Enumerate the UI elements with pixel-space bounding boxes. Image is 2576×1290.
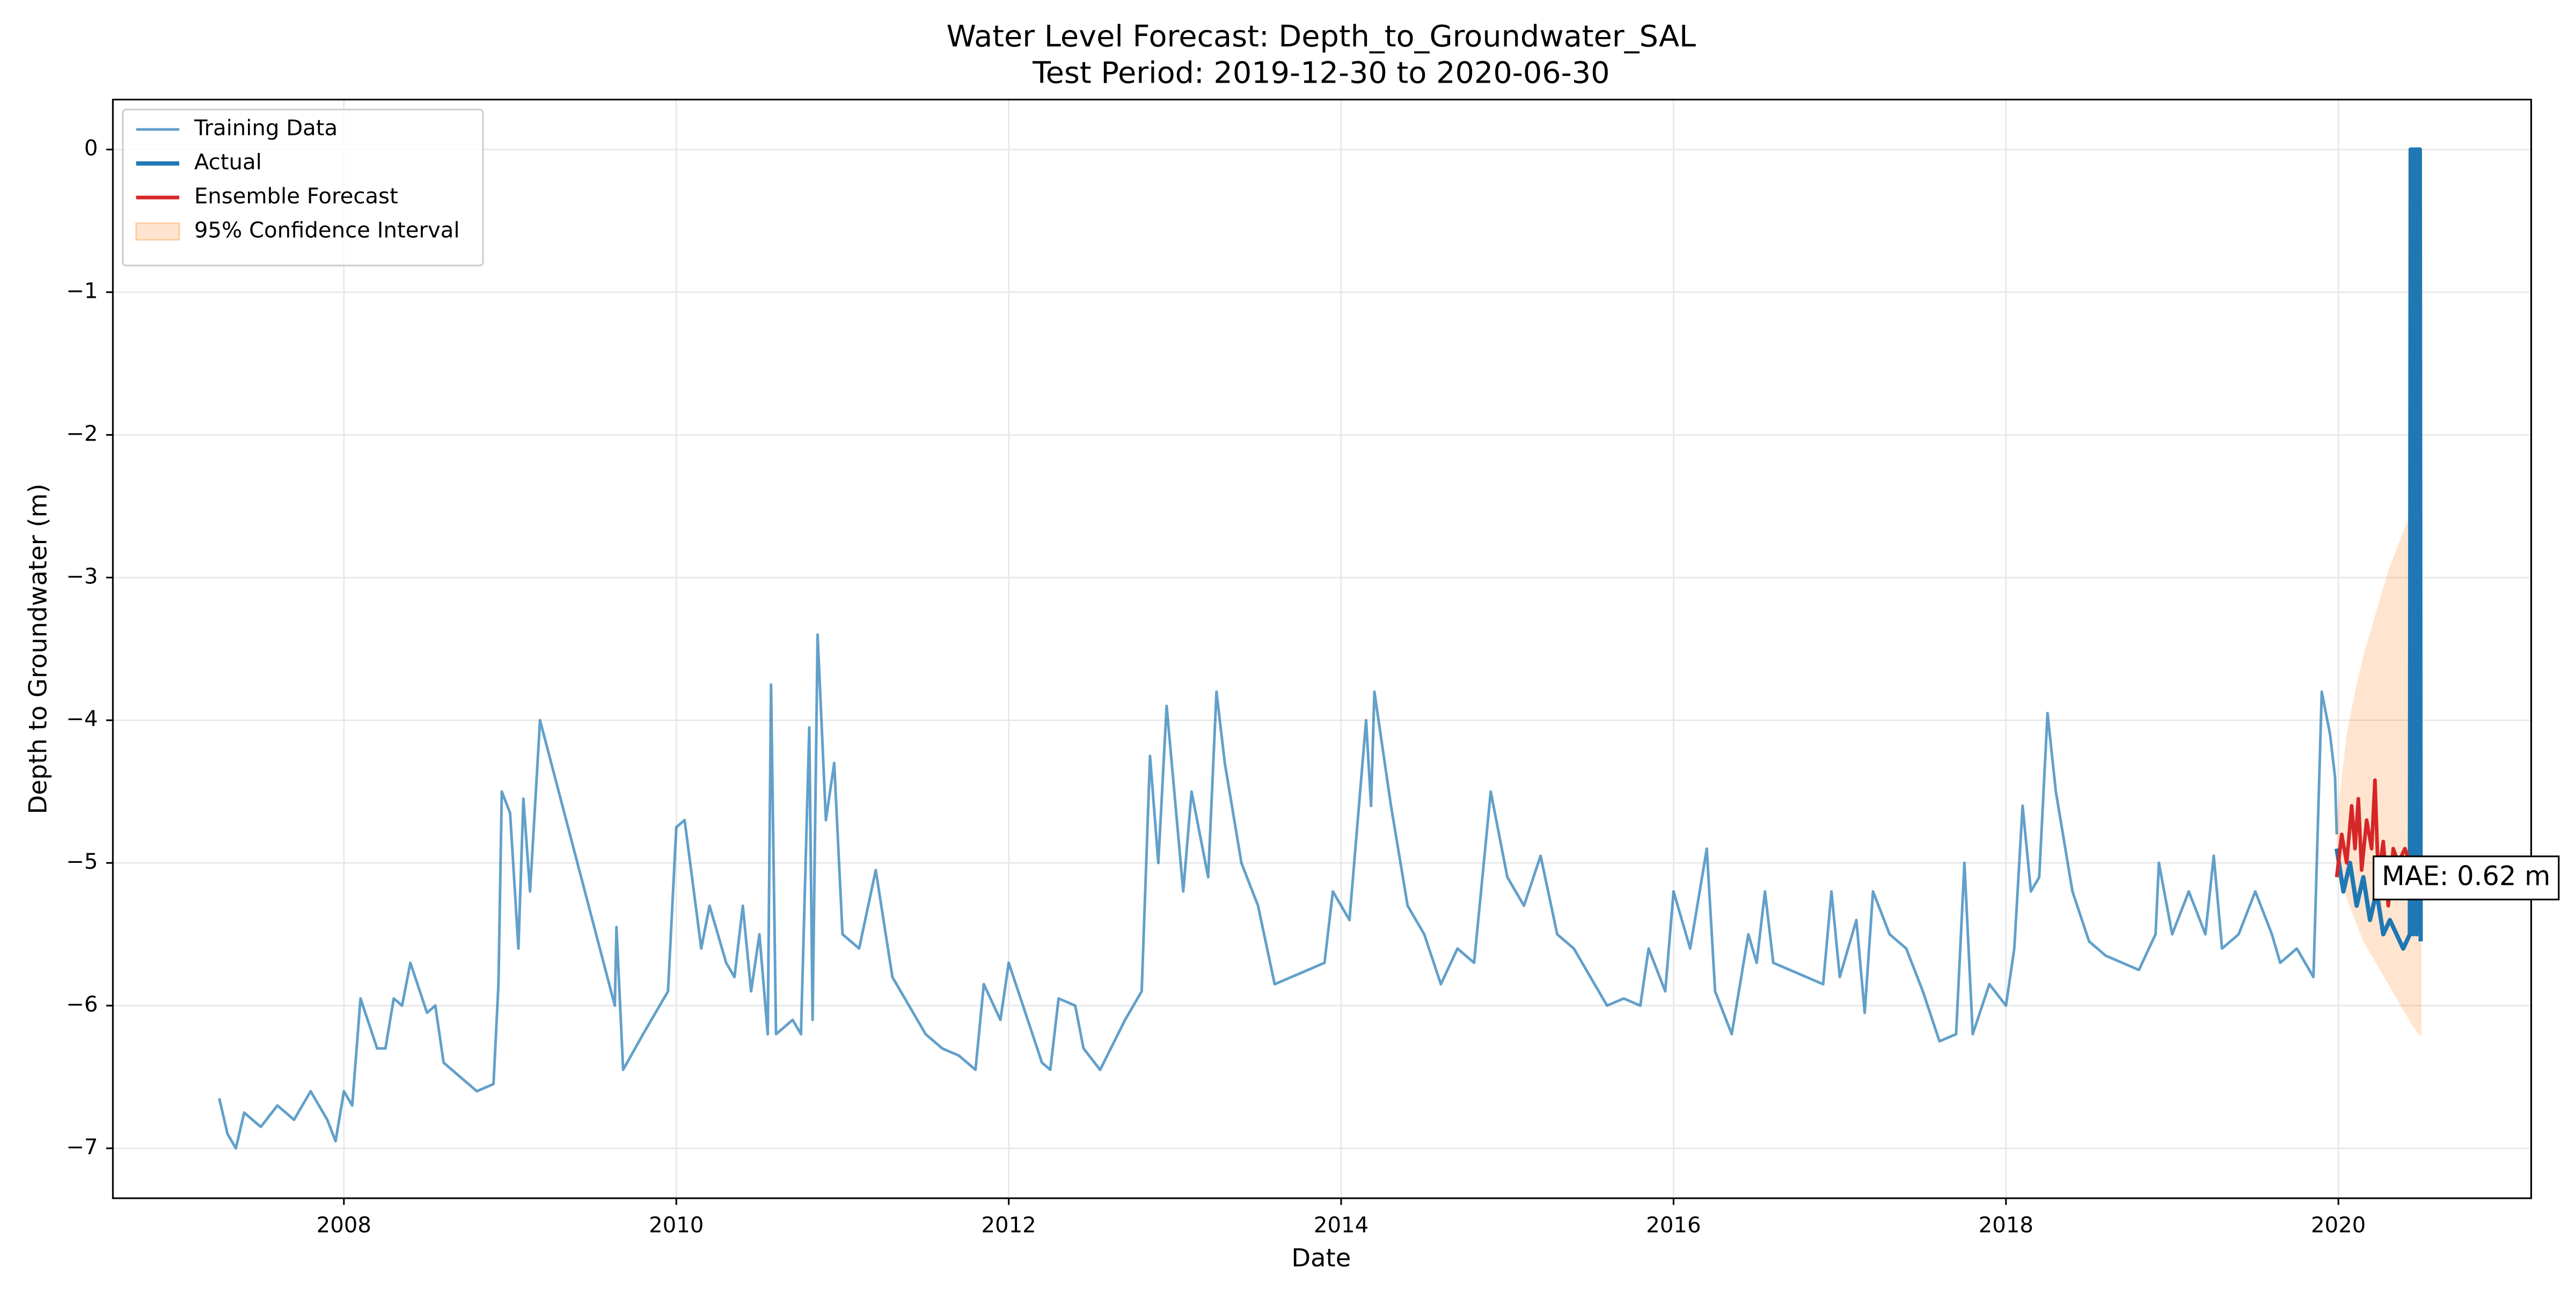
x-tick-label: 2008 bbox=[317, 1213, 371, 1238]
series-line bbox=[2334, 778, 2412, 908]
legend: Training Data Actual Ensemble Forecast 95% … bbox=[122, 108, 484, 267]
y-axis-label: Depth to Groundwater (m) bbox=[24, 483, 53, 814]
legend-box bbox=[122, 108, 484, 267]
y-tick-label: −1 bbox=[66, 279, 98, 304]
y-tick-label: −4 bbox=[66, 707, 98, 731]
x-tick-label: 2018 bbox=[1979, 1213, 2033, 1238]
legend-label: Ensemble Forecast bbox=[194, 184, 398, 209]
annotation-box bbox=[2373, 855, 2560, 900]
x-tick-label: 2010 bbox=[649, 1213, 704, 1238]
x-axis-label: Date bbox=[1291, 1243, 1351, 1272]
series-line bbox=[2334, 147, 2423, 951]
legend-label: 95% Confidence Interval bbox=[194, 218, 460, 243]
annotation-text: MAE: 0.62 m bbox=[2382, 861, 2550, 892]
x-tick-label: 2016 bbox=[1646, 1213, 1701, 1238]
ticks: 2008 2010 2012 2014 2016 2018 2020 0 −1 −2 −3 −4 −5 −… bbox=[66, 136, 2366, 1238]
y-tick-label: −6 bbox=[66, 992, 98, 1017]
y-tick-label: −5 bbox=[66, 849, 98, 874]
legend-label: Training Data bbox=[194, 116, 338, 141]
chart-title: Water Level Forecast: Depth_to_Groundwat… bbox=[947, 19, 1696, 54]
x-tick-label: 2012 bbox=[981, 1213, 1036, 1238]
y-tick-label: 0 bbox=[84, 136, 98, 161]
legend-label: Actual bbox=[194, 150, 262, 175]
grid bbox=[113, 99, 2531, 1198]
legend-swatch bbox=[135, 222, 180, 241]
axes-frame bbox=[112, 99, 2533, 1199]
y-tick-label: −2 bbox=[66, 421, 98, 446]
x-tick-label: 2020 bbox=[2311, 1213, 2366, 1238]
x-tick-label: 2014 bbox=[1314, 1213, 1368, 1238]
annotation: MAE: 0.62 m bbox=[2373, 855, 2560, 900]
plot-area bbox=[218, 147, 2423, 1150]
series-line bbox=[218, 633, 2338, 1150]
y-tick-label: −7 bbox=[66, 1135, 98, 1160]
chart-subtitle: Test Period: 2019-12-30 to 2020-06-30 bbox=[1032, 55, 1609, 90]
y-tick-label: −3 bbox=[66, 564, 98, 589]
